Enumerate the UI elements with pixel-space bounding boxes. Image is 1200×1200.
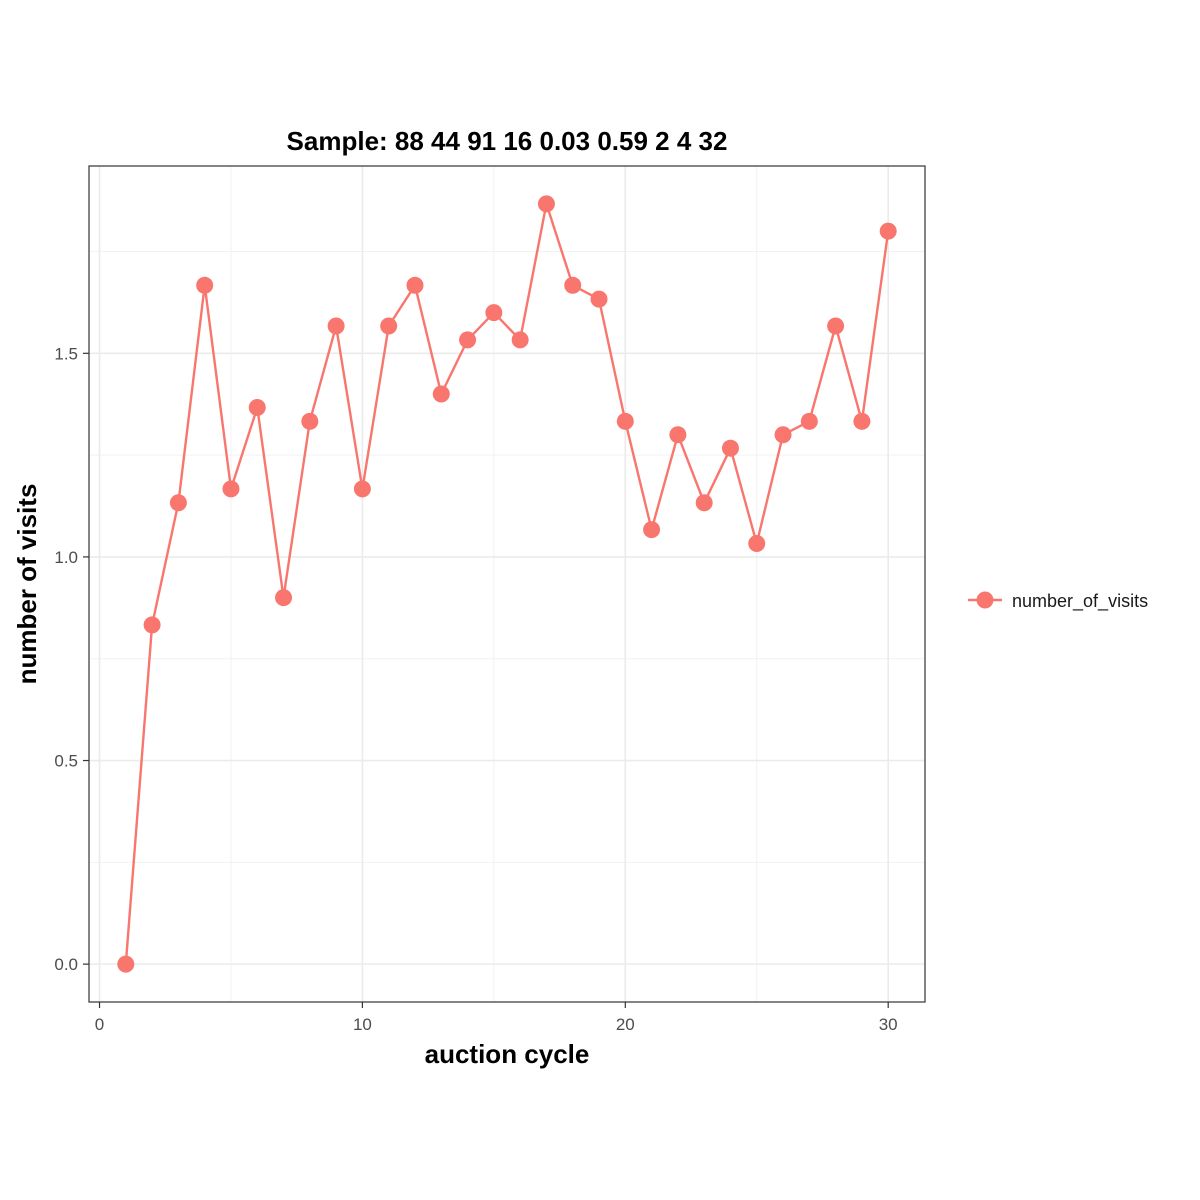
data-point <box>327 317 345 335</box>
data-point <box>827 317 845 335</box>
data-point <box>459 331 477 349</box>
series-line <box>124 202 890 965</box>
legend-point-swatch <box>976 591 994 609</box>
data-point <box>590 290 608 308</box>
y-tick-label: 0.0 <box>54 955 78 974</box>
x-tick-label: 0 <box>95 1015 104 1034</box>
data-point <box>432 385 450 403</box>
grid-lines <box>89 166 925 1002</box>
x-tick-label: 10 <box>353 1015 372 1034</box>
data-point <box>774 426 792 444</box>
data-point <box>511 331 529 349</box>
data-point <box>616 412 634 430</box>
data-point <box>669 426 687 444</box>
data-point <box>169 494 187 512</box>
legend: number_of_visits <box>968 591 1148 612</box>
data-point <box>275 589 293 607</box>
data-point <box>485 304 503 322</box>
data-point <box>695 494 713 512</box>
data-point <box>196 276 214 294</box>
x-axis-title: auction cycle <box>425 1039 590 1069</box>
data-point <box>564 276 582 294</box>
data-point <box>800 412 818 430</box>
axes: 0 10 20 30 0.0 0.5 1.0 1.5 <box>54 344 897 1034</box>
data-point <box>117 955 135 973</box>
legend-label: number_of_visits <box>1012 591 1148 612</box>
y-tick-label: 1.5 <box>54 344 78 363</box>
data-point <box>721 439 739 457</box>
plot-panel-border <box>88 165 926 1003</box>
data-point <box>537 195 555 213</box>
data-point <box>853 412 871 430</box>
data-point <box>643 521 661 539</box>
chart-title: Sample: 88 44 91 16 0.03 0.59 2 4 32 <box>287 126 728 156</box>
data-point <box>222 480 240 498</box>
data-point <box>143 616 161 634</box>
data-point <box>353 480 371 498</box>
data-point <box>748 534 766 552</box>
x-tick-label: 20 <box>616 1015 635 1034</box>
data-point <box>301 412 319 430</box>
y-tick-label: 1.0 <box>54 548 78 567</box>
data-point <box>406 276 424 294</box>
y-axis-title: number of visits <box>12 484 42 685</box>
x-tick-label: 30 <box>879 1015 898 1034</box>
series-layer <box>117 195 897 973</box>
y-tick-label: 0.5 <box>54 752 78 771</box>
data-point <box>380 317 398 335</box>
data-point <box>248 398 266 416</box>
data-point <box>879 222 897 240</box>
